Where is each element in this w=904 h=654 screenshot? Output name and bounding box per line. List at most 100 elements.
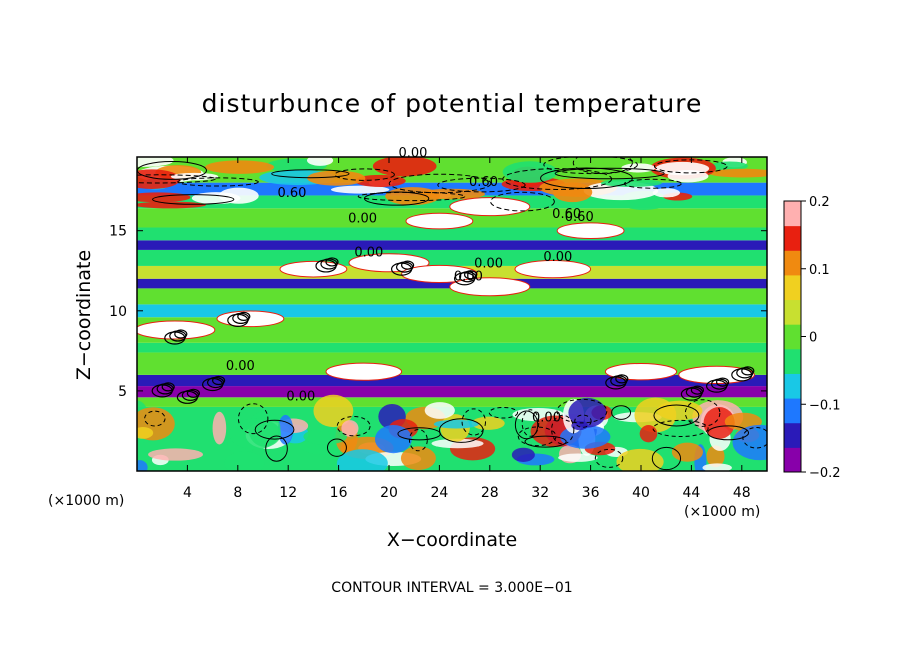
- patch-high-37: [600, 179, 662, 187]
- filament-12: [405, 212, 474, 230]
- x-axis-ticks: 4 8 12 16 20 24 28 32 36 40 44 48: [183, 157, 751, 501]
- x-unit-right: (×1000 m): [684, 504, 760, 520]
- x-tick-label-12: 12: [279, 485, 297, 501]
- patch-high-36: [385, 187, 440, 206]
- band-7: [137, 304, 767, 318]
- filament-6: [137, 320, 216, 340]
- colorbar-swatch-1: [784, 422, 801, 448]
- contour-label-2: 0.00: [348, 212, 377, 227]
- contour-high-8: [437, 177, 526, 193]
- contour-low-18: [742, 427, 767, 449]
- patch-low-38: [303, 428, 348, 445]
- x-tick-label-48: 48: [733, 485, 751, 501]
- chart-title: disturbunce of potential temperature: [202, 89, 703, 118]
- contour-high-12: [388, 173, 492, 194]
- band-8: [137, 288, 767, 305]
- contour-label-1: 0.60: [278, 186, 307, 201]
- contour-low-15: [265, 435, 288, 462]
- contour-label-7: 0.60: [552, 207, 581, 222]
- contour-low-3: [438, 418, 484, 443]
- contour-low-4: [556, 398, 608, 424]
- contour-low-5: [254, 419, 295, 440]
- x-tick-label-40: 40: [632, 485, 650, 501]
- colorbar-tick-label-2: 0: [809, 331, 817, 346]
- patch-low-48: [224, 451, 265, 471]
- band-1: [137, 397, 767, 407]
- colorbar-swatch-4: [784, 348, 801, 374]
- contour-label-9: 0.00: [398, 146, 427, 161]
- contour-high-0: [177, 177, 259, 187]
- colorbar-tick-label-3: −0.1: [809, 398, 841, 413]
- patch-low-51: [703, 406, 735, 439]
- band-2: [137, 386, 767, 398]
- colorbar-swatch-0: [784, 447, 801, 473]
- filament-4: [514, 260, 592, 279]
- colorbar-tick-label-0: 0.2: [809, 195, 830, 210]
- contour-cluster-6-2: [615, 374, 629, 384]
- patch-high-11: [709, 168, 767, 178]
- colorbar-tick-label-1: 0.1: [809, 263, 830, 278]
- contour-low-21: [551, 414, 575, 445]
- patch-high-32: [667, 169, 709, 183]
- contour-high-15: [502, 168, 613, 190]
- perturbation-patches: [137, 157, 767, 471]
- patch-low-53: [374, 425, 412, 454]
- contour-low-23: [336, 416, 371, 437]
- patch-high-39: [306, 157, 334, 166]
- band-3: [137, 374, 767, 387]
- contour-low-8: [408, 428, 428, 452]
- x-tick-label-32: 32: [531, 485, 549, 501]
- contour-lines: [137, 157, 767, 471]
- band-13: [137, 227, 767, 241]
- contour-cluster-8-2: [237, 311, 251, 322]
- band-5: [137, 342, 767, 353]
- patch-low-36: [400, 446, 436, 471]
- patch-low-46: [148, 448, 203, 461]
- x-axis-label: X−coordinate: [387, 529, 517, 551]
- contour-low-13: [524, 435, 567, 448]
- y-tick-label-15: 15: [109, 224, 127, 240]
- patch-low-60: [671, 442, 703, 462]
- contour-cluster-4-2: [715, 377, 730, 387]
- colorbar-swatch-9: [784, 225, 801, 251]
- patch-low-35: [471, 416, 505, 430]
- contour-cluster-9-2: [325, 257, 339, 267]
- contour-label-0: 0.00: [354, 245, 383, 260]
- colorbar-tick-label-4: −0.2: [809, 466, 841, 481]
- x-tick-label-44: 44: [682, 485, 700, 501]
- patch-low-55: [732, 424, 767, 461]
- contour-high-5: [152, 194, 235, 205]
- contour-low-6: [652, 419, 709, 438]
- filament-9: [604, 362, 678, 381]
- contour-high-7: [554, 167, 665, 180]
- contour-label-3: 0.60: [469, 175, 498, 190]
- contour-low-16: [521, 409, 540, 437]
- colorbar: 0.2 0.1 0 −0.1 −0.2: [783, 195, 841, 481]
- contour-low-10: [326, 438, 347, 457]
- colorbar-swatch-2: [784, 398, 801, 424]
- y-tick-label-10: 10: [109, 304, 127, 320]
- band-11: [137, 249, 767, 266]
- contour-interval-note: CONTOUR INTERVAL = 3.000E−01: [331, 580, 572, 596]
- contour-low-14: [144, 410, 166, 427]
- x-tick-label-4: 4: [183, 485, 192, 501]
- x-tick-label-24: 24: [430, 485, 448, 501]
- contour-labels: 0.000.600.000.600.00 0.000.000.600.600.00…: [226, 146, 594, 425]
- y-tick-label-5: 5: [118, 384, 127, 400]
- contour-label-11: 0.00: [286, 390, 315, 405]
- contour-low-0: [653, 404, 700, 427]
- contour-high-11: [540, 167, 633, 189]
- x-tick-label-20: 20: [380, 485, 398, 501]
- x-tick-label-16: 16: [330, 485, 348, 501]
- contour-cluster-10-2: [401, 260, 415, 270]
- contour-high-4: [271, 169, 350, 179]
- contour-cluster-7-2: [174, 329, 188, 339]
- patch-high-6: [711, 161, 748, 171]
- contour-label-8: 0.60: [565, 210, 594, 225]
- contour-high-17: [363, 191, 430, 206]
- contour-low-24: [397, 427, 441, 441]
- contour-label-5: 0.00: [543, 250, 572, 265]
- contour-high-14: [137, 174, 216, 184]
- patch-high-14: [330, 185, 390, 194]
